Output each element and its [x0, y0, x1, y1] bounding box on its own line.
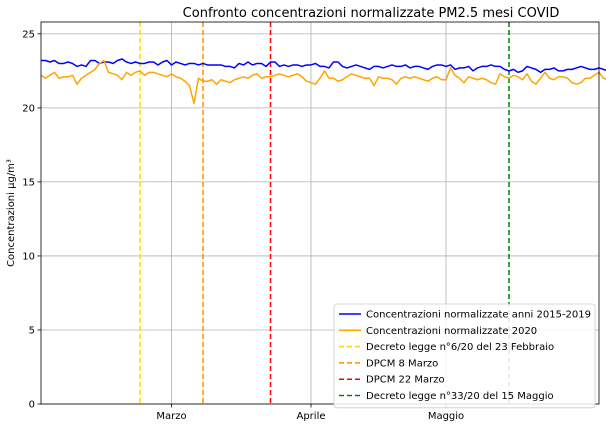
- legend-label: DPCM 8 Marzo: [366, 358, 438, 369]
- legend: Concentrazioni normalizzate anni 2015-20…: [333, 303, 596, 409]
- y-axis: 0 5 10 15 20 25: [22, 29, 41, 411]
- legend-label: Decreto legge n°33/20 del 15 Maggio: [366, 391, 554, 402]
- legend-label: Concentrazioni normalizzate 2020: [366, 326, 537, 337]
- x-tick-label: Maggio: [428, 411, 464, 422]
- y-tick-label: 20: [22, 103, 35, 114]
- y-tick-label: 5: [29, 325, 35, 336]
- x-tick-label: Aprile: [296, 411, 325, 422]
- series-line: [40, 59, 606, 105]
- grid-lines: [41, 22, 599, 405]
- legend-label: Concentrazioni normalizzate anni 2015-20…: [366, 310, 591, 321]
- y-tick-label: 0: [29, 400, 35, 411]
- y-tick-label: 10: [22, 251, 35, 262]
- legend-box: [333, 303, 596, 409]
- chart-title: Confronto concentrazioni normalizzate PM…: [183, 6, 560, 21]
- y-tick-label: 15: [22, 177, 35, 188]
- series-line: [41, 58, 606, 74]
- x-tick-label: Marzo: [156, 411, 186, 422]
- legend-label: DPCM 22 Marzo: [366, 375, 445, 386]
- y-tick-label: 25: [22, 29, 35, 40]
- y-axis-label: Concentrazioni µg/m³: [6, 159, 17, 267]
- series-lines: [40, 58, 606, 105]
- plot-area-frame: [40, 21, 600, 405]
- legend-label: Decreto legge n°6/20 del 23 Febbraio: [366, 342, 554, 353]
